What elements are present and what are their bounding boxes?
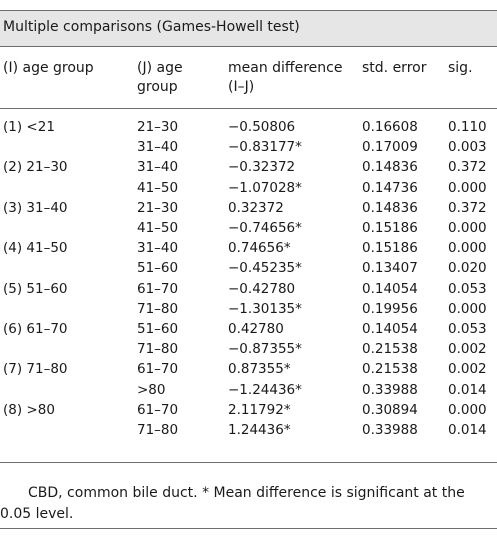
cell-mean-difference: −1.24436* [228,382,302,398]
cell-j-group: 41–50 [137,180,179,196]
cell-sig: 0.003 [448,139,487,155]
cell-sig: 0.372 [448,159,487,175]
cell-mean-difference: 2.11792* [228,402,291,418]
cell-std-error: 0.30894 [362,402,418,418]
cell-sig: 0.053 [448,281,487,297]
cell-j-group: 31–40 [137,139,179,155]
cell-mean-difference: 0.74656* [228,240,291,256]
cell-std-error: 0.14836 [362,200,418,216]
header-mean-difference-line2: (I–J) [228,79,255,95]
cell-mean-difference: −0.83177* [228,139,302,155]
cell-mean-difference: −0.32372 [228,159,296,175]
footer-rule [0,528,497,529]
top-rule [0,10,497,11]
cell-sig: 0.000 [448,220,487,236]
cell-mean-difference: 0.87355* [228,361,291,377]
cell-mean-difference: −0.87355* [228,341,302,357]
cell-j-group: 61–70 [137,361,179,377]
cell-std-error: 0.17009 [362,139,418,155]
cell-mean-difference: −0.45235* [228,260,302,276]
cell-j-group: 71–80 [137,301,179,317]
cell-std-error: 0.21538 [362,361,418,377]
cell-mean-difference: −0.42780 [228,281,296,297]
cell-i-group: (6) 61–70 [3,321,68,337]
cell-sig: 0.000 [448,402,487,418]
table-caption: Multiple comparisons (Games-Howell test) [3,19,300,35]
cell-j-group: 31–40 [137,159,179,175]
cell-sig: 0.000 [448,240,487,256]
cell-i-group: (2) 21–30 [3,159,68,175]
cell-std-error: 0.15186 [362,220,418,236]
cell-std-error: 0.33988 [362,422,418,438]
cell-j-group: 71–80 [137,341,179,357]
cell-mean-difference: 0.42780 [228,321,284,337]
cell-i-group: (4) 41–50 [3,240,68,256]
cell-sig: 0.014 [448,382,487,398]
cell-std-error: 0.14054 [362,281,418,297]
cell-std-error: 0.21538 [362,341,418,357]
caption-band [0,11,497,46]
cell-sig: 0.002 [448,341,487,357]
cell-std-error: 0.19956 [362,301,418,317]
cell-j-group: 21–30 [137,200,179,216]
header-j-group: (J) age group [137,59,183,97]
header-mean-difference: mean difference (I–J) [228,59,342,97]
cell-mean-difference: −1.07028* [228,180,302,196]
cell-i-group: (5) 51–60 [3,281,68,297]
cell-std-error: 0.14054 [362,321,418,337]
cell-j-group: 71–80 [137,422,179,438]
footnote-line-2: 0.05 level. [0,506,74,522]
cell-i-group: (8) >80 [3,402,55,418]
cell-mean-difference: −1.30135* [228,301,302,317]
cell-sig: 0.053 [448,321,487,337]
header-i-group: (I) age group [3,60,94,76]
header-sig: sig. [448,60,473,76]
header-j-group-line2: group [137,79,178,95]
cell-j-group: >80 [137,382,166,398]
footnote-line-1: CBD, common bile duct. * Mean difference… [28,485,465,501]
cell-j-group: 31–40 [137,240,179,256]
cell-sig: 0.020 [448,260,487,276]
cell-mean-difference: 1.24436* [228,422,291,438]
cell-j-group: 51–60 [137,321,179,337]
cell-j-group: 21–30 [137,119,179,135]
cell-j-group: 61–70 [137,281,179,297]
cell-std-error: 0.14836 [362,159,418,175]
cell-sig: 0.372 [448,200,487,216]
header-rule [0,108,497,109]
cell-std-error: 0.33988 [362,382,418,398]
cell-sig: 0.002 [448,361,487,377]
cell-j-group: 51–60 [137,260,179,276]
cell-sig: 0.000 [448,180,487,196]
cell-mean-difference: 0.32372 [228,200,284,216]
cell-std-error: 0.14736 [362,180,418,196]
cell-j-group: 41–50 [137,220,179,236]
cell-std-error: 0.13407 [362,260,418,276]
cell-std-error: 0.16608 [362,119,418,135]
cell-mean-difference: −0.74656* [228,220,302,236]
header-j-group-line1: (J) age [137,60,183,76]
cell-i-group: (3) 31–40 [3,200,68,216]
cell-i-group: (1) <21 [3,119,55,135]
caption-rule [0,46,497,47]
cell-sig: 0.110 [448,119,487,135]
header-std-error: std. error [362,60,427,76]
bottom-rule [0,462,497,463]
cell-mean-difference: −0.50806 [228,119,296,135]
footnote: CBD, common bile duct. * Mean difference… [0,483,497,525]
cell-std-error: 0.15186 [362,240,418,256]
cell-i-group: (7) 71–80 [3,361,68,377]
cell-j-group: 61–70 [137,402,179,418]
header-mean-difference-line1: mean difference [228,60,343,76]
cell-sig: 0.000 [448,301,487,317]
cell-sig: 0.014 [448,422,487,438]
